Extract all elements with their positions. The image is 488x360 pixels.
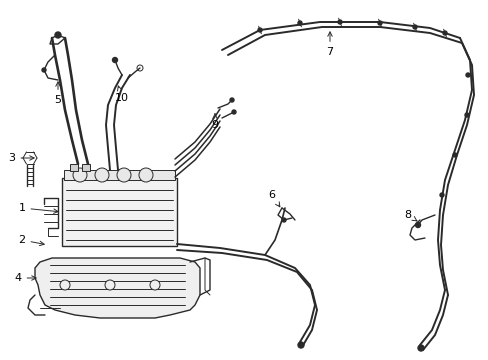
Text: 5: 5: [54, 82, 61, 105]
Circle shape: [55, 32, 61, 38]
Circle shape: [415, 222, 420, 228]
Text: 1: 1: [19, 203, 58, 213]
Text: 8: 8: [404, 210, 416, 221]
Bar: [82, 164, 90, 171]
Circle shape: [112, 58, 117, 63]
Circle shape: [139, 168, 153, 182]
Circle shape: [412, 25, 416, 29]
Circle shape: [42, 68, 46, 72]
Circle shape: [377, 21, 381, 25]
Circle shape: [117, 168, 131, 182]
Circle shape: [297, 342, 304, 348]
Bar: [62, 178, 177, 246]
Circle shape: [73, 168, 87, 182]
Circle shape: [442, 31, 446, 35]
Circle shape: [60, 280, 70, 290]
Circle shape: [439, 193, 443, 197]
Circle shape: [105, 280, 115, 290]
Text: 4: 4: [15, 273, 36, 283]
Circle shape: [464, 113, 468, 117]
Circle shape: [417, 345, 423, 351]
Circle shape: [337, 20, 341, 24]
Text: 10: 10: [115, 86, 129, 103]
Circle shape: [452, 153, 456, 157]
Text: 6: 6: [268, 190, 279, 207]
Text: 3: 3: [8, 153, 34, 163]
Polygon shape: [35, 258, 200, 318]
Circle shape: [231, 110, 236, 114]
Text: 7: 7: [326, 32, 333, 57]
Circle shape: [465, 73, 469, 77]
Circle shape: [297, 21, 302, 25]
Bar: [64, 170, 175, 180]
Circle shape: [95, 168, 109, 182]
Circle shape: [229, 98, 234, 102]
Text: 2: 2: [19, 235, 44, 246]
Circle shape: [258, 28, 262, 32]
Circle shape: [150, 280, 160, 290]
Circle shape: [282, 218, 285, 222]
Text: 9: 9: [211, 114, 218, 130]
Bar: [70, 164, 78, 171]
